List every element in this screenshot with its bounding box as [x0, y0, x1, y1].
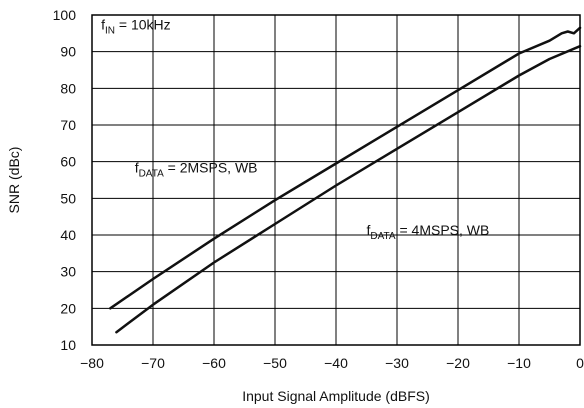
x-tick-label: −10 — [507, 355, 531, 371]
annotation-label: fIN = 10kHz — [101, 17, 171, 37]
y-tick-label: 30 — [60, 264, 76, 280]
x-tick-label: −70 — [141, 355, 165, 371]
grid-lines — [91, 14, 581, 346]
series-line — [109, 26, 582, 310]
x-axis-title: Input Signal Amplitude (dBFS) — [242, 388, 430, 404]
annotation-label: fDATA = 4MSPS, WB — [367, 222, 490, 242]
y-tick-label: 20 — [60, 300, 76, 316]
plot-frame — [91, 14, 581, 346]
y-tick-label: 70 — [60, 117, 76, 133]
y-tick-label: 100 — [53, 7, 77, 23]
x-tick-label: 0 — [576, 355, 584, 371]
x-tick-label: −50 — [263, 355, 287, 371]
series-lines — [109, 26, 582, 334]
y-tick-label: 80 — [60, 80, 76, 96]
y-axis-title: SNR (dBc) — [6, 147, 22, 214]
x-tick-label: −40 — [324, 355, 348, 371]
annotation-label: fDATA = 2MSPS, WB — [135, 160, 258, 180]
y-tick-label: 40 — [60, 227, 76, 243]
x-tick-label: −60 — [202, 355, 226, 371]
y-tick-label: 10 — [60, 337, 76, 353]
y-tick-label: 90 — [60, 44, 76, 60]
x-tick-label: −30 — [385, 355, 409, 371]
y-tick-label: 50 — [60, 190, 76, 206]
y-tick-label: 60 — [60, 154, 76, 170]
x-tick-label: −20 — [446, 355, 470, 371]
annotations: fIN = 10kHz fDATA = 2MSPS, WB fDATA = 4MSP… — [101, 17, 489, 242]
series-line — [115, 44, 582, 334]
x-tick-label: −80 — [80, 355, 104, 371]
x-tick-labels: −80 −70 −60 −50 −40 −30 −20 −10 0 — [80, 355, 584, 371]
y-tick-labels: 10 20 30 40 50 60 70 80 90 100 — [53, 7, 77, 353]
